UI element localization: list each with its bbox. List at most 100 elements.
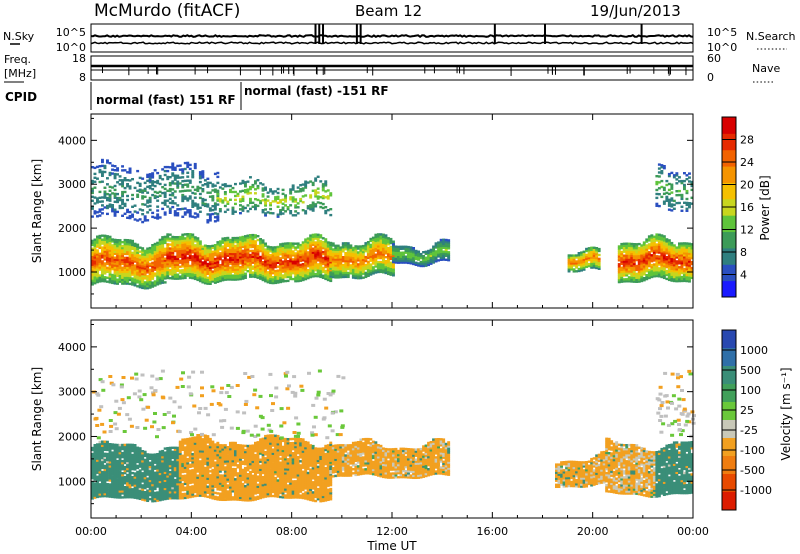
power-cell [301, 278, 305, 282]
power-cell [384, 271, 388, 275]
power-cell [672, 279, 676, 283]
power-cell [198, 175, 202, 178]
power-cell [670, 265, 674, 268]
power-cell [364, 273, 368, 277]
power-cell [201, 255, 205, 258]
power-cell [319, 251, 323, 255]
power-cell [208, 253, 212, 256]
power-cell [670, 271, 674, 274]
velocity-cell [126, 443, 130, 447]
velocity-cell [148, 467, 152, 471]
power-cell [103, 246, 107, 249]
power-cell [351, 246, 355, 250]
power-cell [336, 244, 340, 247]
power-cell [685, 279, 689, 283]
power-cell [91, 239, 94, 243]
power-cell [229, 248, 232, 252]
power-cell [131, 205, 135, 208]
power-cell [311, 273, 315, 276]
power-cell [98, 268, 102, 271]
power-cell [231, 268, 235, 271]
velocity-cell [166, 489, 170, 492]
power-cell [640, 246, 644, 249]
power-cell [259, 259, 263, 263]
power-cell [126, 256, 130, 260]
power-cell [234, 264, 237, 267]
velocity-cell [133, 476, 137, 479]
power-cell [203, 198, 207, 202]
frequency-traces [91, 64, 693, 76]
power-cell [660, 269, 664, 273]
power-cell [138, 270, 142, 273]
power-cell [251, 249, 255, 253]
power-cell [369, 263, 373, 266]
velocity-cell [136, 476, 140, 480]
power-cell [326, 267, 330, 270]
velocity-cell [133, 472, 137, 475]
power-cell [156, 213, 160, 216]
power-cell [186, 175, 190, 178]
power-cell [580, 269, 584, 272]
power-cell [672, 174, 676, 177]
power-cell [269, 267, 273, 271]
power-cell [645, 275, 649, 279]
power-cell [657, 249, 661, 252]
power-cell [148, 252, 152, 256]
power-cell [186, 239, 190, 242]
power-cell [306, 247, 310, 250]
power-cell [136, 265, 140, 268]
power-cell [148, 198, 152, 202]
power-cell [329, 275, 333, 278]
velocity-cell [118, 451, 122, 455]
power-cell [121, 260, 125, 264]
power-cell [173, 178, 177, 181]
velocity-cell [108, 443, 112, 446]
power-cell [329, 253, 333, 256]
power-cell [291, 188, 295, 191]
power-cell [590, 252, 594, 255]
power-cell [299, 257, 303, 261]
power-cell [249, 199, 252, 203]
power-cell [191, 191, 195, 195]
power-cell [630, 266, 634, 269]
power-cell [183, 245, 187, 248]
power-cell [304, 273, 308, 277]
power-cell [269, 190, 273, 193]
power-cell [582, 250, 586, 253]
power-cell [331, 272, 335, 275]
power-cell [339, 268, 343, 271]
velocity-cell [96, 455, 99, 458]
power-cell [409, 248, 413, 251]
power-cell [96, 271, 99, 274]
power-cell [657, 233, 661, 236]
power-cell [655, 204, 659, 207]
power-cell [93, 250, 97, 253]
power-cell [206, 254, 210, 258]
power-cell [261, 268, 265, 272]
velocity-cell [91, 477, 94, 480]
velocity-cell [158, 494, 162, 498]
power-cell [314, 251, 318, 254]
velocity-cell [156, 495, 160, 498]
power-cell [176, 214, 180, 217]
power-cell [113, 192, 117, 196]
velocity-cell [123, 488, 127, 491]
velocity-cell [106, 440, 109, 444]
power-cell [111, 275, 115, 279]
power-cell [630, 268, 634, 271]
power-cell [153, 216, 157, 219]
power-cell [241, 251, 245, 254]
power-cell [650, 238, 654, 241]
power-cell [234, 274, 237, 277]
velocity-cell [133, 478, 137, 481]
power-cell [683, 279, 686, 283]
velocity-cell [113, 477, 117, 481]
power-cell [314, 274, 318, 278]
power-cell [176, 269, 180, 272]
power-cell [680, 246, 684, 249]
power-cell [249, 207, 252, 211]
power-cell [279, 268, 283, 272]
power-cell [331, 248, 335, 251]
power-cell [667, 188, 671, 192]
power-cell [183, 249, 187, 252]
